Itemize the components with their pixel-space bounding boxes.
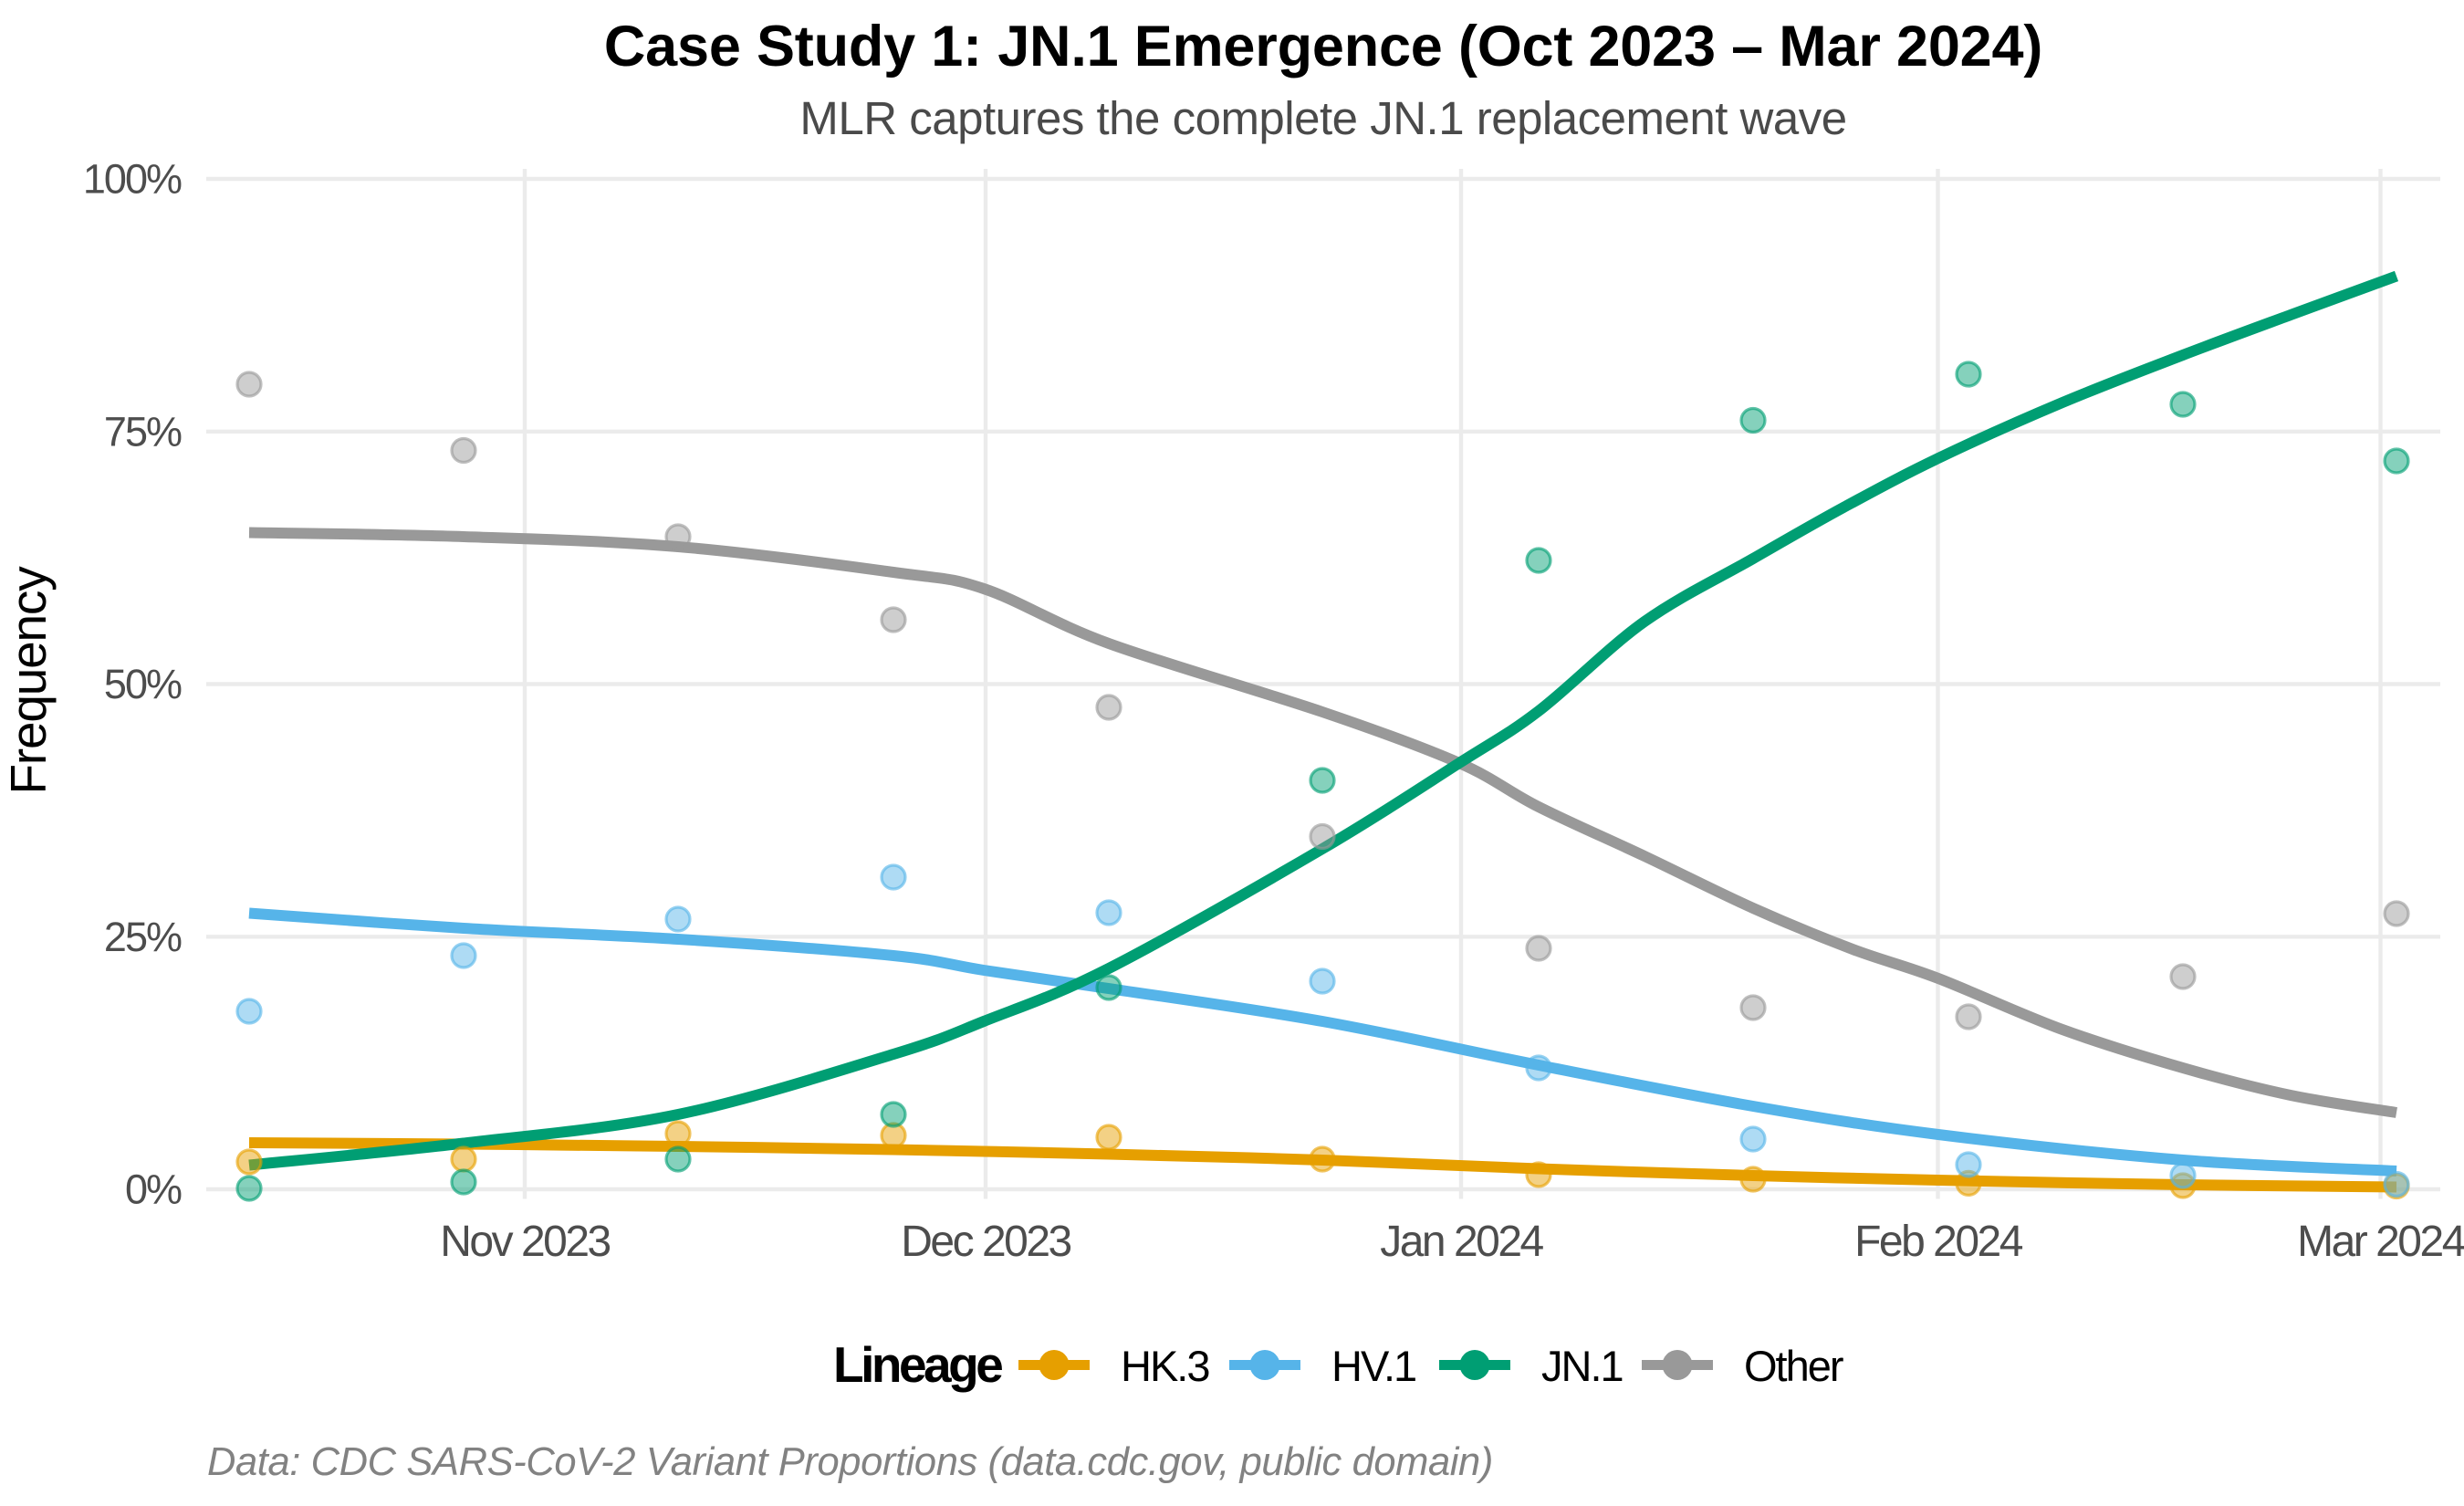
svg-text:MLR captures the complete JN.1: MLR captures the complete JN.1 replaceme… xyxy=(799,92,1846,144)
svg-text:Case Study 1: JN.1 Emergence (: Case Study 1: JN.1 Emergence (Oct 2023 –… xyxy=(604,15,2042,78)
svg-text:Lineage: Lineage xyxy=(833,1336,1002,1393)
svg-text:HK.3: HK.3 xyxy=(1121,1342,1209,1390)
svg-text:JN.1: JN.1 xyxy=(1541,1342,1623,1390)
svg-text:Mar 2024: Mar 2024 xyxy=(2297,1218,2464,1266)
svg-text:HV.1: HV.1 xyxy=(1331,1342,1415,1390)
svg-text:0%: 0% xyxy=(125,1166,182,1213)
svg-text:75%: 75% xyxy=(104,408,182,455)
svg-text:Data: CDC SARS-CoV-2 Variant P: Data: CDC SARS-CoV-2 Variant Proportions… xyxy=(207,1440,1493,1484)
svg-text:25%: 25% xyxy=(104,914,182,960)
svg-text:Jan 2024: Jan 2024 xyxy=(1380,1218,1543,1266)
svg-text:Feb 2024: Feb 2024 xyxy=(1854,1218,2023,1266)
svg-text:100%: 100% xyxy=(83,156,182,203)
svg-text:Other: Other xyxy=(1744,1342,1843,1390)
svg-text:50%: 50% xyxy=(104,661,182,707)
svg-text:Dec 2023: Dec 2023 xyxy=(901,1218,1070,1266)
svg-text:Nov 2023: Nov 2023 xyxy=(440,1218,610,1266)
svg-text:Frequency: Frequency xyxy=(0,566,57,795)
